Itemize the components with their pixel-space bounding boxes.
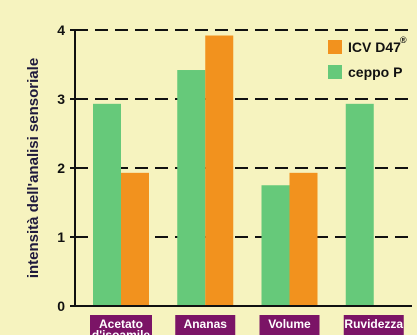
legend-superscript: ® xyxy=(400,35,407,45)
category-label-bg xyxy=(343,315,404,335)
y-tick-label: 3 xyxy=(57,91,65,107)
y-axis-label: intensità dell'analisi sensoriale xyxy=(25,58,42,278)
category-label: Volume xyxy=(268,317,311,331)
category-label: d'isoamile xyxy=(92,328,151,335)
category-label-bg xyxy=(175,315,236,335)
bars xyxy=(93,35,374,307)
y-tick-label: 2 xyxy=(57,160,65,176)
bar xyxy=(345,103,374,306)
y-tick-label: 1 xyxy=(57,229,65,245)
y-tick-label: 0 xyxy=(57,298,65,314)
category-label: Acetato xyxy=(99,317,143,331)
bar xyxy=(289,172,318,306)
bar xyxy=(121,172,149,306)
y-axis-ticks: 0 1 2 3 4 xyxy=(57,22,75,314)
category-label-bg xyxy=(90,315,152,335)
category-label-bg xyxy=(259,315,320,335)
bar xyxy=(205,35,234,307)
x-axis xyxy=(74,30,412,307)
category-label: Ananas xyxy=(184,317,228,331)
bar xyxy=(177,70,206,307)
legend-label: ICV D47 xyxy=(348,39,401,55)
category-label: Ruvidezza xyxy=(344,317,403,331)
legend-label: ceppo P xyxy=(348,64,402,80)
legend-swatch xyxy=(328,65,342,79)
y-tick-label: 4 xyxy=(57,22,65,38)
bar xyxy=(261,185,290,306)
bar xyxy=(93,103,121,306)
legend: ICV D47 ® ceppo P xyxy=(328,35,407,80)
legend-swatch xyxy=(328,40,342,54)
